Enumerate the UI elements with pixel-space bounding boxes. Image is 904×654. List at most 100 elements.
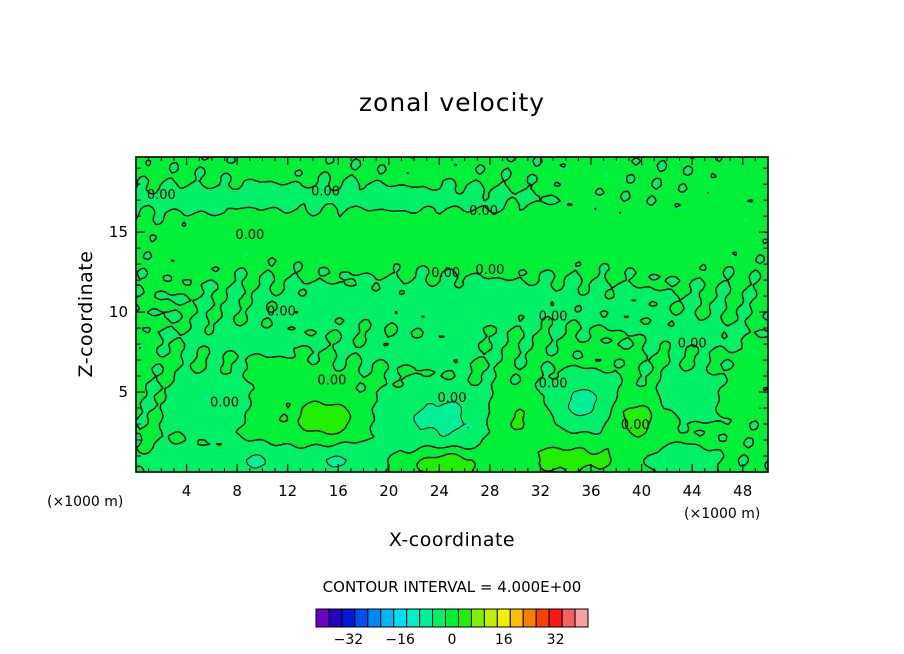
field-cell [428, 364, 433, 369]
field-cell [268, 432, 273, 437]
field-cell [480, 432, 485, 437]
field-cell [160, 404, 165, 409]
field-cell [200, 416, 205, 421]
field-cell [548, 444, 553, 449]
field-cell [156, 432, 161, 437]
field-cell [664, 448, 669, 453]
field-cell [596, 356, 601, 361]
field-cell [404, 364, 409, 369]
field-cell [580, 404, 585, 409]
field-cell [744, 412, 749, 417]
field-cell [440, 460, 445, 465]
field-cell [312, 344, 317, 349]
field-cell [384, 428, 389, 433]
field-cell [736, 360, 741, 365]
field-cell [756, 448, 761, 453]
field-cell [408, 348, 413, 353]
field-cell [148, 352, 153, 357]
field-cell [288, 436, 293, 441]
field-cell [548, 452, 553, 457]
field-cell [580, 448, 585, 453]
field-cell [512, 448, 517, 453]
field-cell [292, 452, 297, 457]
field-cell [444, 440, 449, 445]
field-cell [228, 392, 233, 397]
field-cell [236, 380, 241, 385]
field-cell [584, 380, 589, 385]
field-cell [680, 368, 685, 373]
field-cell [208, 384, 213, 389]
field-cell [672, 380, 677, 385]
field-cell [552, 380, 557, 385]
field-cell [272, 432, 277, 437]
field-cell [232, 384, 237, 389]
field-cell [424, 384, 429, 389]
field-cell [512, 428, 517, 433]
field-cell [284, 436, 289, 441]
field-cell [232, 396, 237, 401]
field-cell [296, 436, 301, 441]
field-cell [696, 384, 701, 389]
field-cell [232, 344, 237, 349]
field-cell [324, 352, 329, 357]
field-cell [644, 400, 649, 405]
field-cell [176, 368, 181, 373]
field-cell [584, 452, 589, 457]
field-cell [556, 400, 561, 405]
field-cell [748, 376, 753, 381]
field-cell [188, 344, 193, 349]
field-cell [472, 380, 477, 385]
field-cell [408, 424, 413, 429]
field-cell [728, 440, 733, 445]
field-cell [428, 408, 433, 413]
field-cell [440, 348, 445, 353]
field-cell [752, 432, 757, 437]
field-cell [620, 444, 625, 449]
field-cell [716, 420, 721, 425]
field-cell [240, 428, 245, 433]
field-cell [200, 428, 205, 433]
field-cell [496, 368, 501, 373]
field-cell [300, 456, 305, 461]
field-cell [148, 380, 153, 385]
field-cell [712, 424, 717, 429]
field-cell [276, 440, 281, 445]
field-cell [152, 432, 157, 437]
field-cell [264, 388, 269, 393]
field-cell [192, 456, 197, 461]
field-cell [392, 432, 397, 437]
field-cell [376, 436, 381, 441]
field-cell [608, 448, 613, 453]
field-cell [436, 440, 441, 445]
field-cell [632, 400, 637, 405]
field-cell [160, 456, 165, 461]
field-cell [764, 360, 768, 365]
field-cell [396, 408, 401, 413]
field-cell [320, 432, 325, 437]
field-cell [148, 404, 153, 409]
field-cell [612, 412, 617, 417]
field-cell [456, 400, 461, 405]
field-cell [216, 400, 221, 405]
field-cell [724, 360, 729, 365]
field-cell [700, 408, 705, 413]
field-cell [272, 416, 277, 421]
field-cell [372, 408, 377, 413]
field-cell [196, 452, 201, 457]
field-cell [232, 392, 237, 397]
field-cell [656, 360, 661, 365]
field-cell [612, 440, 617, 445]
field-cell [376, 452, 381, 457]
field-cell [352, 432, 357, 437]
field-cell [192, 440, 197, 445]
field-cell [632, 380, 637, 385]
field-cell [676, 468, 681, 472]
field-cell [676, 376, 681, 381]
field-cell [520, 464, 525, 469]
field-cell [200, 468, 205, 472]
field-cell [288, 344, 293, 349]
field-cell [612, 356, 617, 361]
field-cell [356, 380, 361, 385]
field-cell [292, 408, 297, 413]
field-cell [176, 380, 181, 385]
